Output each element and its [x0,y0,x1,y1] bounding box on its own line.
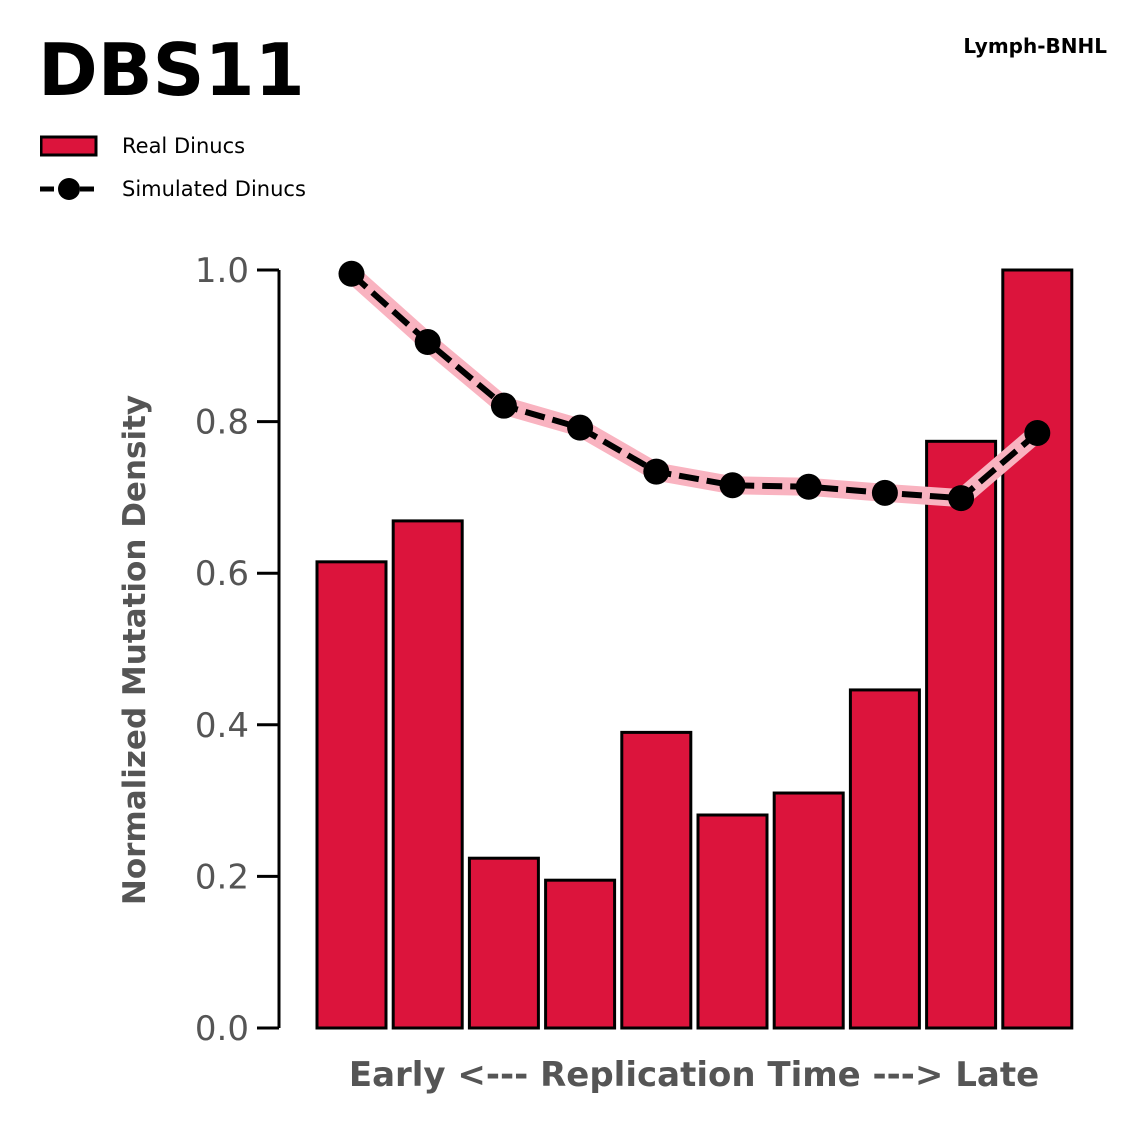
y-tick-label: 0.4 [195,706,249,746]
legend-line-swatch [40,178,98,200]
simulated-line [349,271,1040,502]
simulated-point [567,414,594,441]
bar-real-dinucs [1001,268,1074,1030]
bar-real-dinucs [848,688,921,1030]
bar-real-dinucs [467,856,540,1030]
legend-item-real: Real Dinucs [40,134,245,158]
y-tick-label: 1.0 [195,251,249,291]
legend-item-simulated: Simulated Dinucs [40,176,306,202]
bar-real-dinucs [315,560,388,1030]
simulated-point [414,329,441,356]
y-tick-label: 0.0 [195,1009,249,1049]
legend-label-simulated: Simulated Dinucs [122,177,306,201]
cancer-type-label: Lymph-BNHL [963,34,1107,58]
y-axis-label: Normalized Mutation Density [117,395,153,905]
legend-bar-swatch [40,135,98,157]
simulated-point [1024,419,1051,446]
bar-real-dinucs [620,730,693,1030]
x-axis-label: Early <--- Replication Time ---> Late [349,1055,1039,1095]
bar-real-dinucs [544,878,617,1030]
chart-title: DBS11 [38,28,305,112]
y-tick-label: 0.2 [195,857,249,897]
bar-real-dinucs [391,519,464,1030]
simulated-point [871,479,898,506]
simulated-point [338,260,365,287]
simulated-point [948,485,975,512]
bar-real-dinucs [925,439,998,1030]
bar-real-dinucs [696,813,769,1030]
simulated-point [490,392,517,419]
y-tick-label: 0.6 [195,554,249,594]
simulated-point [719,472,746,499]
legend-label-real: Real Dinucs [122,134,246,158]
y-tick-label: 0.8 [195,403,249,443]
simulated-point [795,473,822,500]
bar-real-dinucs [772,791,845,1030]
simulated-point [643,458,670,485]
